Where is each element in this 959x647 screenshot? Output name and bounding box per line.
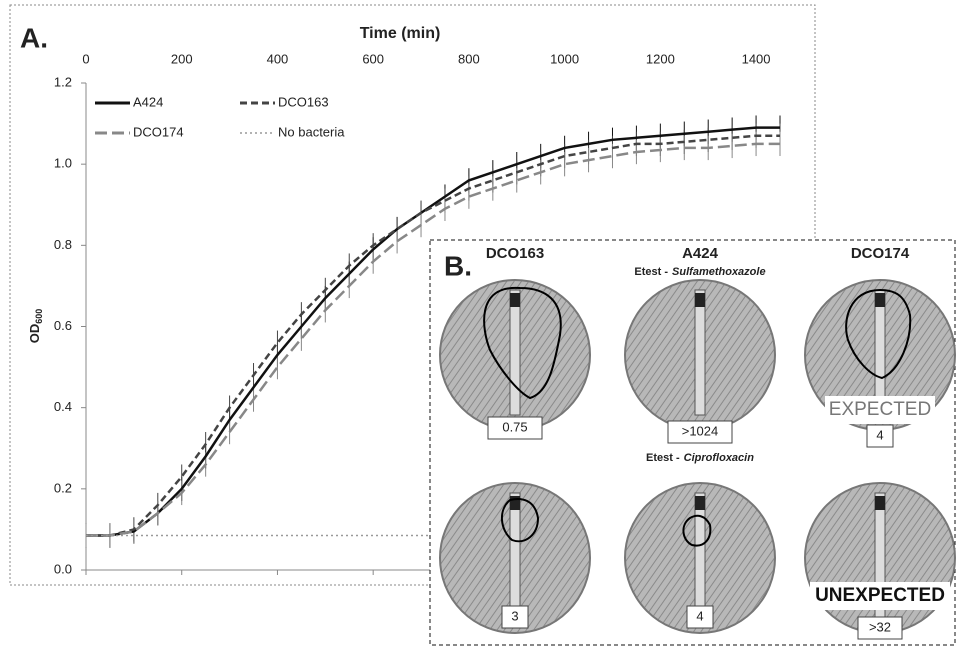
- y-tick-label: 0.4: [54, 399, 72, 414]
- value-box: [866, 424, 894, 448]
- value-box: [667, 420, 733, 444]
- series-line: [86, 126, 780, 537]
- strip-label: [510, 293, 520, 307]
- value-box: [857, 616, 903, 640]
- mic-value: 4: [876, 427, 883, 442]
- note: EXPECTED: [829, 399, 931, 420]
- etest-strip: [694, 289, 706, 416]
- etest-prefix: Etest -: [646, 452, 680, 464]
- inhibition-zone: [501, 498, 540, 543]
- column-header: DCO174: [851, 245, 910, 262]
- y-tick-label: 0.6: [54, 318, 72, 333]
- x-tick-label: 400: [267, 51, 289, 66]
- note: UNEXPECTED: [815, 585, 945, 606]
- strip-label: [875, 293, 885, 307]
- x-tick-label: 1000: [550, 51, 579, 66]
- y-axis-title: OD600: [27, 309, 44, 344]
- panel-label: A.: [20, 22, 48, 53]
- strip-label: [510, 496, 520, 510]
- etest-strip: [509, 289, 521, 416]
- x-tick-label: 1400: [742, 51, 771, 66]
- legend-label: A424: [133, 94, 163, 109]
- legend-label: DCO174: [133, 124, 184, 139]
- x-tick-label: 600: [362, 51, 384, 66]
- panel-label: B.: [444, 250, 472, 281]
- value-box: [501, 605, 529, 629]
- etest-title: Etest - Ciprofloxacin: [646, 452, 754, 464]
- panel-b: B. DCO163 A424 DCO174 Etest - Sulfamethoxazol…: [429, 239, 956, 646]
- y-tick-label: 0.8: [54, 237, 72, 252]
- y-tick-label: 1.0: [54, 156, 72, 171]
- mic-value: >1024: [682, 423, 719, 438]
- y-label: OD: [27, 324, 42, 344]
- inhibition-zone: [682, 514, 712, 547]
- plot: 0.0 0.2 0.4 0.6 0.8 1.0 1.2 0 200 400 600 800 1000 12…: [54, 51, 781, 576]
- etest-title: Etest - Sulfamethoxazole: [634, 266, 765, 278]
- note-box: [810, 582, 950, 610]
- mic-value: >32: [869, 619, 891, 634]
- series-line: [86, 142, 780, 537]
- value-box: [686, 605, 714, 629]
- etest-drug: Ciprofloxacin: [684, 452, 755, 464]
- etest-drug: Sulfamethoxazole: [672, 266, 766, 278]
- etest-prefix: Etest -: [634, 266, 668, 278]
- value-box: [487, 416, 543, 440]
- mic-value: 4: [696, 608, 703, 623]
- x-tick-label: 1200: [646, 51, 675, 66]
- strip-label: [695, 293, 705, 307]
- y-label-sub: 600: [34, 309, 44, 324]
- legend-label: DCO163: [278, 94, 329, 109]
- note-box: [825, 396, 935, 424]
- strip-label: [695, 496, 705, 510]
- inhibition-zone: [845, 288, 912, 380]
- x-tick-label: 800: [458, 51, 480, 66]
- etest-strip: [694, 492, 706, 619]
- strip-label: [875, 496, 885, 510]
- inhibition-zone: [483, 286, 562, 400]
- mic-value: 0.75: [502, 419, 527, 434]
- y-tick-label: 1.2: [54, 74, 72, 89]
- column-header: A424: [682, 245, 719, 262]
- etest-strip: [509, 492, 521, 619]
- x-tick-label: 0: [82, 51, 89, 66]
- x-axis-title: Time (min): [360, 25, 441, 42]
- mic-value: 3: [511, 608, 518, 623]
- x-tick-label: 200: [171, 51, 193, 66]
- column-header: DCO163: [486, 245, 544, 262]
- legend-label: No bacteria: [278, 124, 345, 139]
- y-tick-label: 0.2: [54, 480, 72, 495]
- y-tick-label: 0.0: [54, 561, 72, 576]
